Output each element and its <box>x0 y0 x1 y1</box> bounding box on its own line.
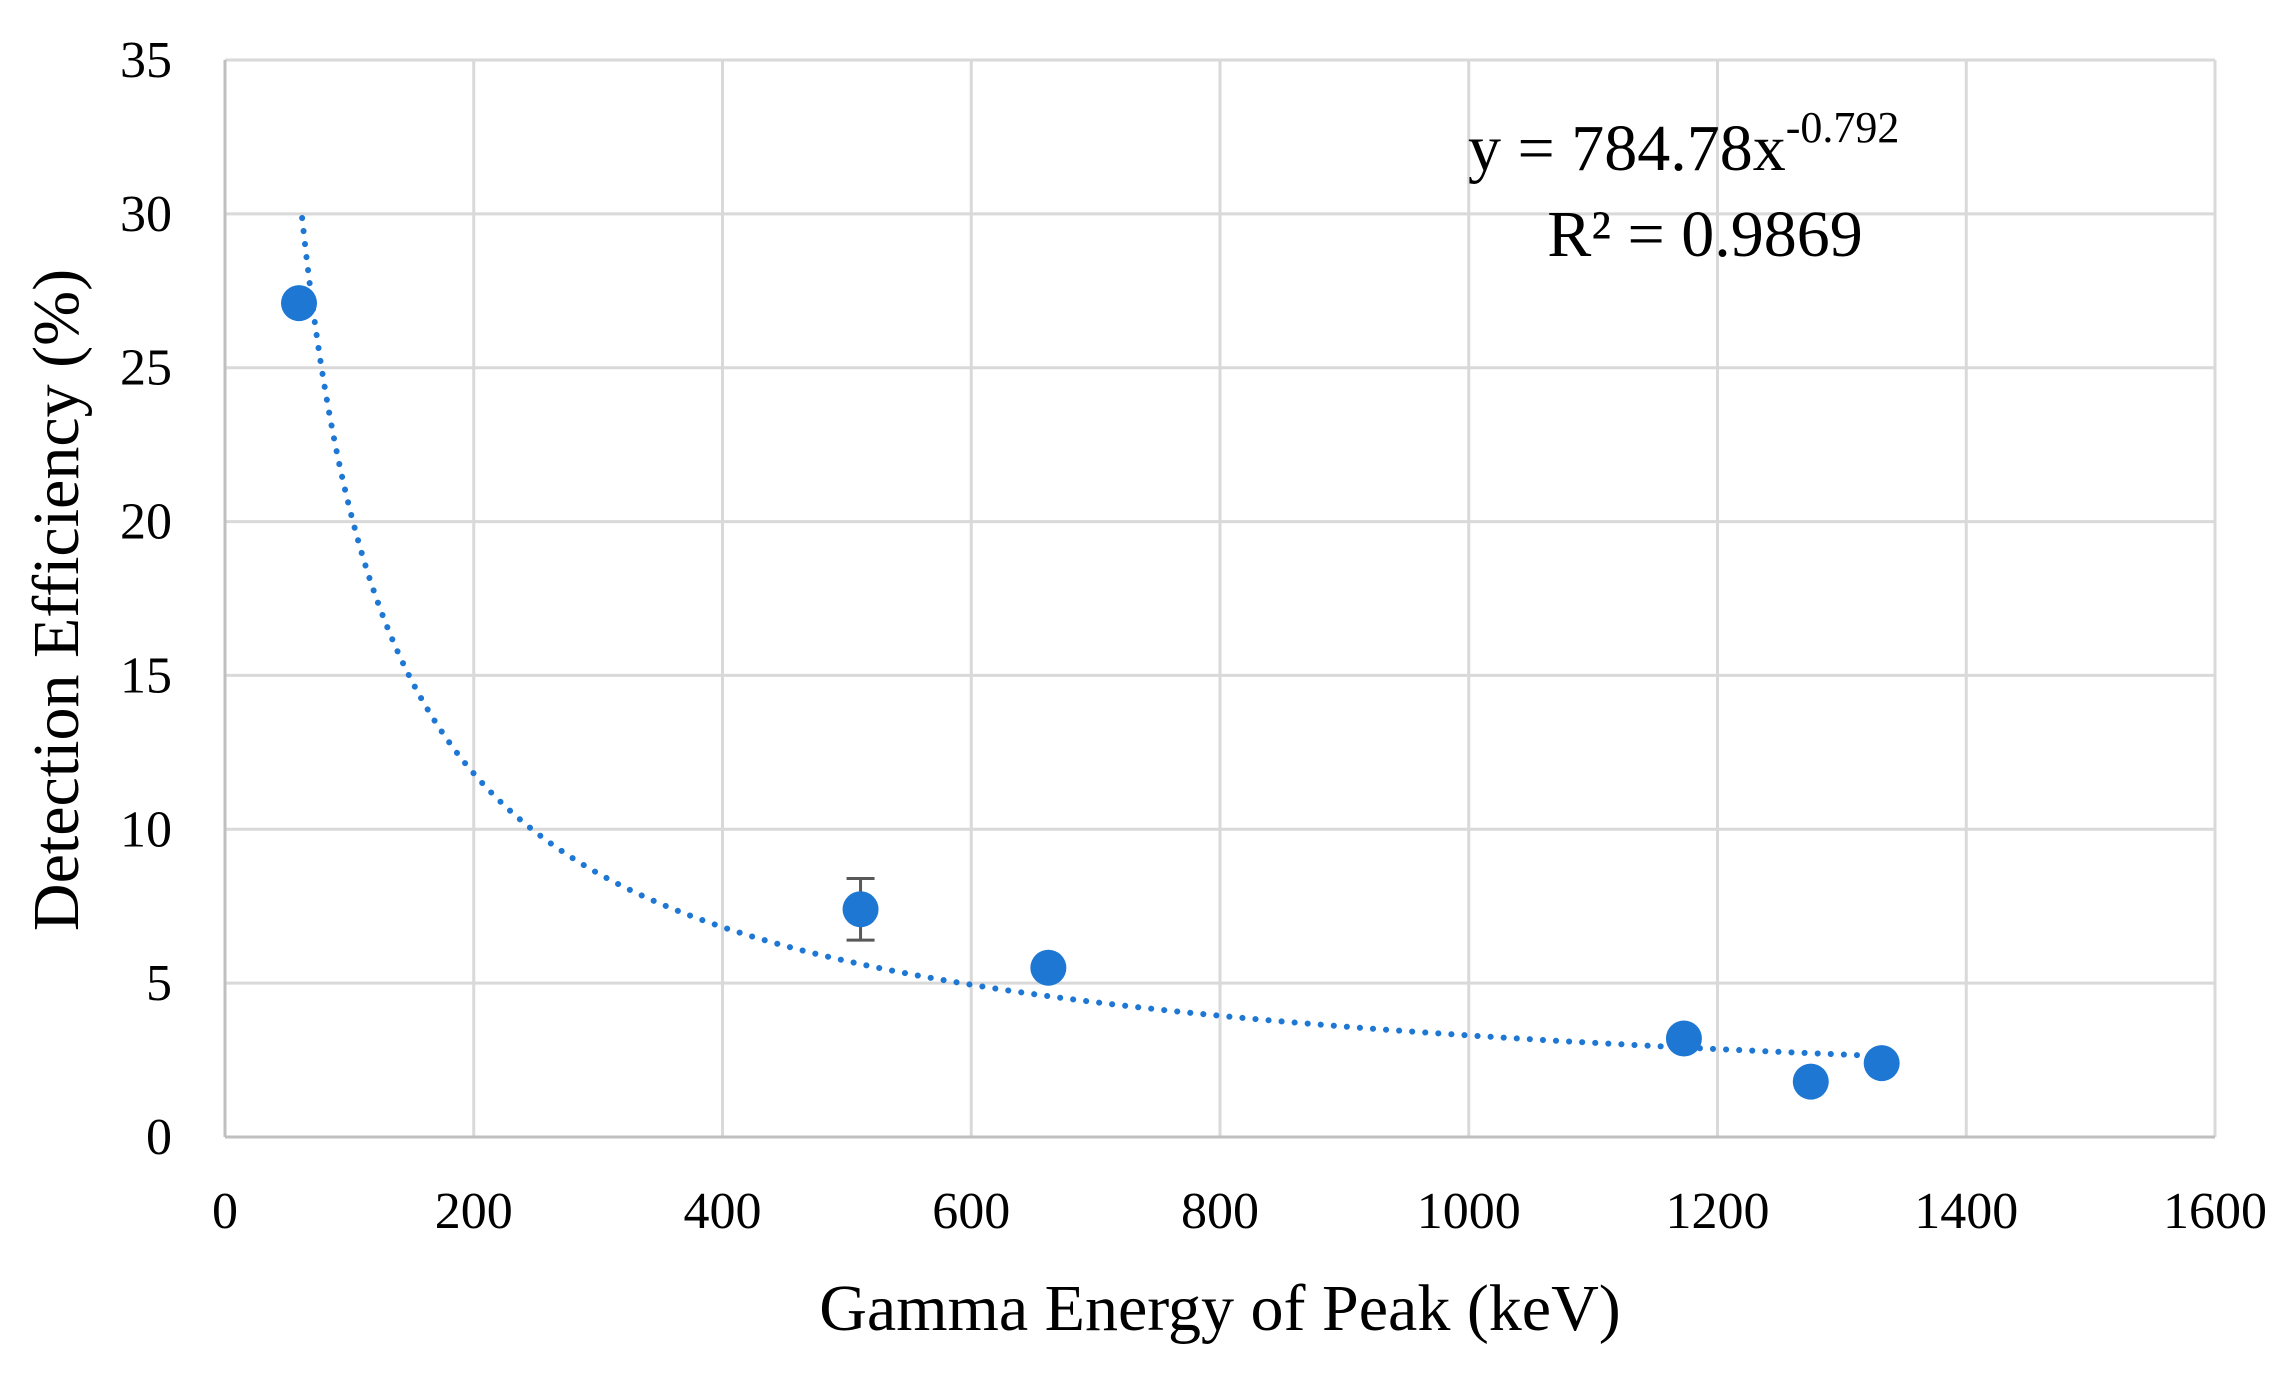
x-tick-label: 1600 <box>2163 1183 2267 1240</box>
y-tick-label: 0 <box>146 1109 172 1166</box>
y-tick-label: 10 <box>120 801 172 858</box>
y-tick-labels: 0 5 10 15 20 25 30 35 <box>120 32 172 1166</box>
y-axis-title: Detection Efficiency (%) <box>20 269 93 931</box>
data-point <box>281 285 318 322</box>
data-point <box>842 891 879 928</box>
x-tick-labels: 0 200 400 600 800 1000 1200 1400 1600 <box>212 1183 2267 1240</box>
y-tick-label: 30 <box>120 186 172 243</box>
data-point <box>1030 949 1067 986</box>
trendline-equation: y = 784.78x-0.792 <box>1468 103 1899 185</box>
x-tick-label: 1400 <box>1914 1183 2018 1240</box>
x-tick-label: 800 <box>1181 1183 1259 1240</box>
equation-base: y = 784.78x <box>1468 112 1786 185</box>
x-tick-label: 1000 <box>1417 1183 1521 1240</box>
x-tick-label: 400 <box>684 1183 762 1240</box>
x-axis-title: Gamma Energy of Peak (keV) <box>819 1272 1621 1345</box>
x-tick-label: 200 <box>435 1183 513 1240</box>
y-tick-label: 25 <box>120 340 172 397</box>
data-points <box>281 285 1900 1100</box>
r-squared-label: R² = 0.9869 <box>1547 198 1863 271</box>
power-trendline <box>299 214 1885 1060</box>
data-point <box>1863 1045 1900 1082</box>
data-point <box>1792 1063 1829 1100</box>
y-tick-label: 20 <box>120 494 172 551</box>
data-point <box>1665 1020 1702 1057</box>
y-tick-label: 5 <box>146 955 172 1012</box>
y-tick-label: 15 <box>120 647 172 704</box>
x-tick-label: 0 <box>212 1183 238 1240</box>
x-tick-label: 1200 <box>1666 1183 1770 1240</box>
y-tick-label: 35 <box>120 32 172 89</box>
gridlines <box>225 58 2217 1137</box>
equation-exponent: -0.792 <box>1786 103 1900 152</box>
x-tick-label: 600 <box>932 1183 1010 1240</box>
axes <box>223 60 2215 1139</box>
